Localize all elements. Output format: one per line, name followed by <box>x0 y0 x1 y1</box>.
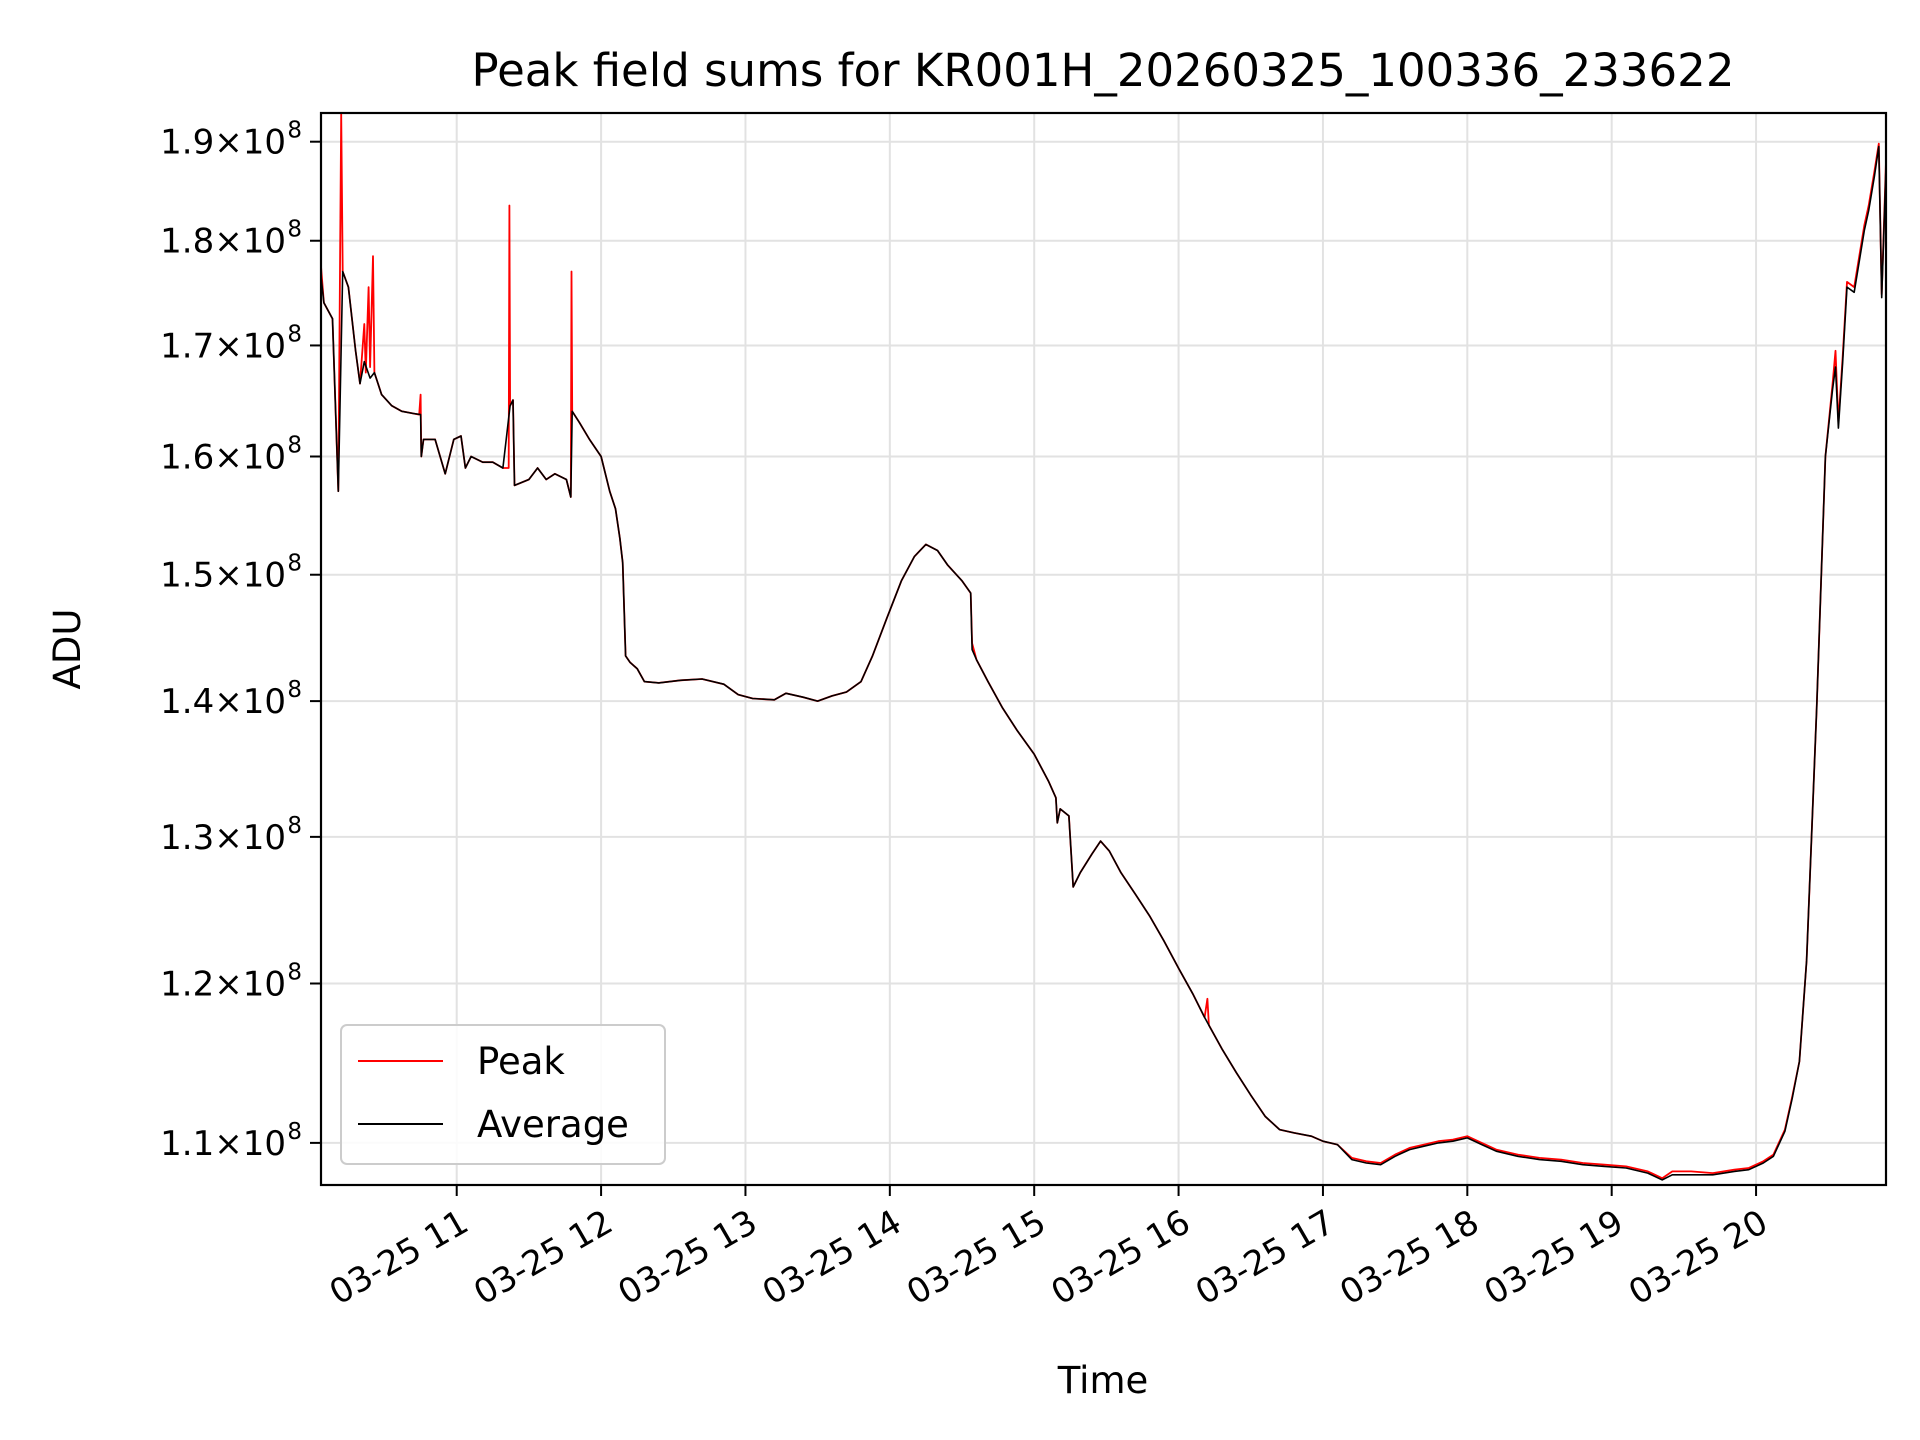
y-tick-mantissa: 1.7×10 <box>160 326 286 366</box>
y-tick-base: ×10 <box>214 123 286 163</box>
y-tick-mantissa-value: 1.9 <box>160 123 214 163</box>
y-tick-exponent: 8 <box>287 433 302 459</box>
y-tick-exponent: 8 <box>287 118 302 144</box>
y-tick-mantissa: 1.8×10 <box>160 222 286 262</box>
y-tick-mantissa-value: 1.8 <box>160 222 214 262</box>
chart-title: Peak field sums for KR001H_20260325_1003… <box>472 44 1735 97</box>
y-tick-exponent: 8 <box>287 551 302 577</box>
series-layer <box>321 113 1886 1181</box>
y-tick-mantissa-value: 1.4 <box>160 682 214 722</box>
legend-box <box>340 1024 666 1165</box>
y-tick-label: 81.4×10 <box>160 677 302 722</box>
y-tick-mantissa-value: 1.7 <box>160 326 214 366</box>
y-tick-mantissa-value: 1.3 <box>160 818 214 858</box>
y-tick-base: ×10 <box>214 818 286 858</box>
y-tick-mantissa: 1.5×10 <box>160 556 286 596</box>
y-tick-mantissa-value: 1.6 <box>160 438 214 478</box>
y-tick-mantissa-value: 1.5 <box>160 556 214 596</box>
y-tick-base: ×10 <box>214 438 286 478</box>
y-axis-label: ADU <box>46 609 89 690</box>
y-tick-label: 81.3×10 <box>160 813 302 858</box>
y-tick-mantissa-value: 1.2 <box>160 964 214 1004</box>
plot-frame <box>319 111 1888 1187</box>
y-tick-mantissa: 1.3×10 <box>160 818 286 858</box>
y-tick-label: 81.2×10 <box>160 959 302 1004</box>
y-tick-base: ×10 <box>214 556 286 596</box>
y-tick-label: 81.6×10 <box>160 433 302 478</box>
series-line-average <box>321 145 1886 1181</box>
y-tick-exponent: 8 <box>287 1119 302 1145</box>
y-tick-base: ×10 <box>214 326 286 366</box>
y-tick-mantissa: 1.9×10 <box>160 123 286 163</box>
y-tick-base: ×10 <box>214 964 286 1004</box>
y-tick-exponent: 8 <box>287 321 302 347</box>
y-tick-base: ×10 <box>214 1124 286 1164</box>
y-tick-label: 81.1×10 <box>160 1119 302 1164</box>
grid <box>321 113 1886 1185</box>
y-tick-label: 81.8×10 <box>160 217 302 262</box>
y-tick-mantissa: 1.2×10 <box>160 964 286 1004</box>
y-tick-exponent: 8 <box>287 813 302 839</box>
y-tick-mantissa: 1.1×10 <box>160 1124 286 1164</box>
y-tick-base: ×10 <box>214 222 286 262</box>
legend-label-average: Average <box>477 1103 629 1146</box>
y-axis: 81.1×1081.2×1081.3×1081.4×1081.5×1081.6×… <box>160 118 321 1164</box>
legend: Peak Average <box>340 1024 666 1165</box>
y-tick-exponent: 8 <box>287 677 302 703</box>
y-tick-mantissa: 1.6×10 <box>160 438 286 478</box>
x-axis-label: Time <box>1057 1359 1149 1402</box>
y-tick-exponent: 8 <box>287 217 302 243</box>
y-tick-exponent: 8 <box>287 959 302 985</box>
y-tick-mantissa-value: 1.1 <box>160 1124 214 1164</box>
y-tick-mantissa: 1.4×10 <box>160 682 286 722</box>
y-tick-label: 81.7×10 <box>160 321 302 366</box>
legend-label-peak: Peak <box>477 1040 565 1083</box>
y-tick-base: ×10 <box>214 682 286 722</box>
y-tick-label: 81.5×10 <box>160 551 302 596</box>
y-tick-label: 81.9×10 <box>160 118 302 163</box>
